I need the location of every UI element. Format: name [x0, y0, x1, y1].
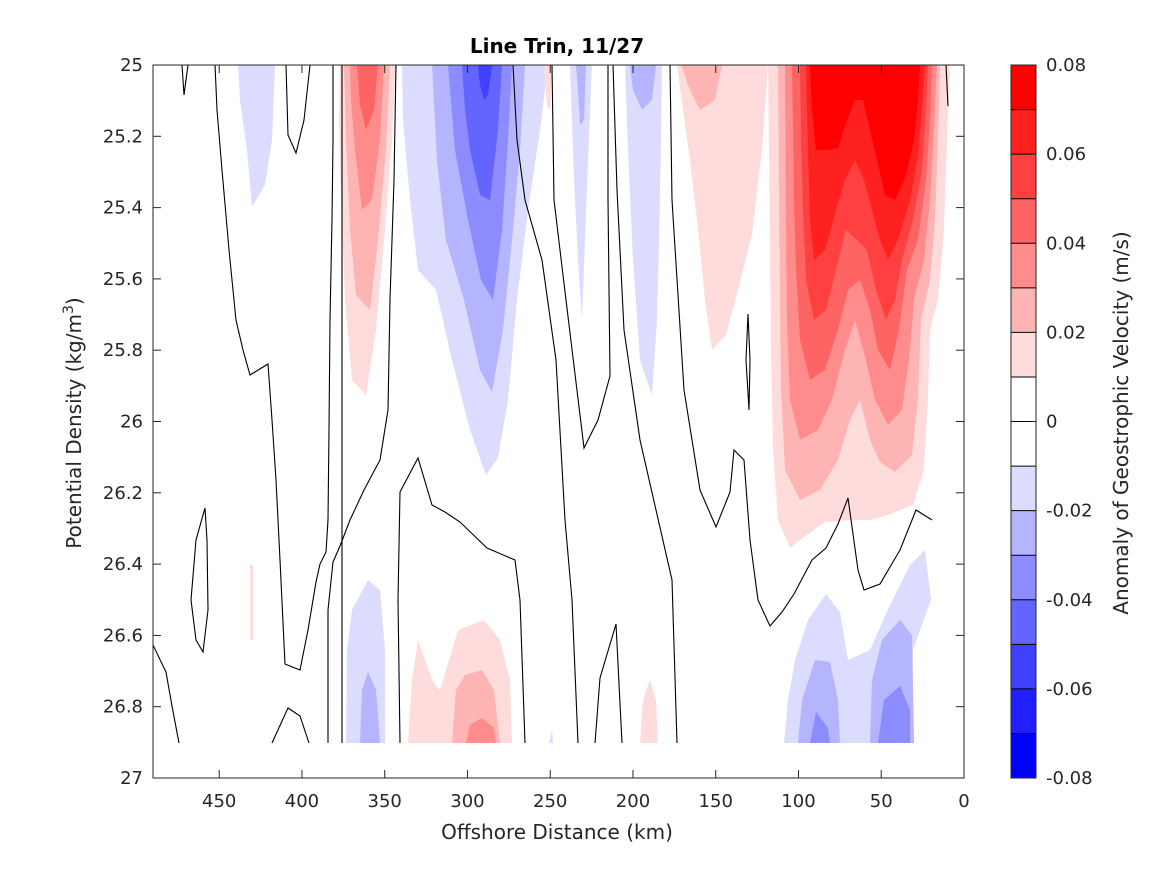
colorbar-tick-label: -0.04	[1046, 590, 1093, 611]
y-tick-label: 25.8	[103, 340, 143, 361]
colorbar-band	[1011, 421, 1036, 467]
contour-fill-neg-4b	[630, 65, 656, 110]
y-tick-label: 26.8	[103, 697, 143, 718]
y-tick-label: 25.4	[103, 198, 143, 219]
y-axis-label-text: Potential Density (kg/m	[62, 314, 86, 549]
colorbar	[1011, 65, 1036, 778]
y-tick-label: 26.6	[103, 625, 143, 646]
zero-contour-line-14	[669, 65, 933, 628]
contour-fill-pos-3b	[681, 65, 722, 110]
filled-contours	[238, 65, 950, 743]
zero-contour-line-13	[612, 65, 678, 744]
zero-contour-line-12	[551, 65, 611, 450]
contour-fill-neg-3a	[570, 65, 592, 320]
colorbar-band	[1011, 65, 1036, 110]
contour-fill-neg-1	[238, 65, 275, 207]
chart-title: Line Trin, 11/27	[470, 34, 644, 58]
zero-contour-line-10	[512, 65, 579, 744]
zero-contour-line-4	[190, 507, 209, 654]
contour-fill-neg-7c	[810, 686, 910, 743]
x-tick-label: 400	[285, 791, 319, 812]
x-tick-label: 150	[699, 791, 733, 812]
y-tick-label: 26.4	[103, 554, 143, 575]
contour-fill-neg-4a	[625, 65, 662, 395]
x-tick-label: 350	[368, 791, 402, 812]
contour-fill-pos-1c	[350, 65, 384, 210]
x-tick-label: 450	[202, 791, 236, 812]
y-tick-label: 25.2	[103, 126, 143, 147]
colorbar-band	[1011, 510, 1036, 556]
zero-contour-line-15	[745, 313, 751, 411]
zero-contour-lines	[153, 65, 949, 744]
contour-fill-neg-2d	[462, 65, 502, 200]
x-tick-label: 0	[958, 791, 969, 812]
colorbar-band	[1011, 555, 1036, 600]
y-tick-label: 26	[120, 412, 143, 433]
colorbar-ticks: 0.08 0.06 0.04 0.02 0 -0.02 -0.04 -0.06 -0.08	[1031, 55, 1093, 789]
colorbar-band	[1011, 599, 1036, 645]
colorbar-band	[1011, 198, 1036, 244]
y-tick-label: 26.2	[103, 483, 143, 504]
y-tick-label: 27	[120, 768, 143, 789]
colorbar-label: Anomaly of Geostrophic Velocity (m/s)	[1109, 231, 1133, 614]
x-tick-label: 100	[781, 791, 815, 812]
contour-fill-neg-3b	[576, 65, 586, 125]
colorbar-tick-label: -0.02	[1046, 501, 1093, 522]
x-tick-label: 250	[533, 791, 567, 812]
zero-contour-line-3	[271, 707, 310, 744]
y-axis-label: Potential Density (kg/m3)	[61, 297, 86, 548]
y-axis-label-close: )	[62, 297, 86, 305]
colorbar-band	[1011, 332, 1036, 377]
x-tick-label: 300	[450, 791, 484, 812]
colorbar-tick-label: 0.02	[1046, 322, 1086, 343]
colorbar-tick-label: 0.04	[1046, 233, 1086, 254]
x-axis: 450 400 350 300 250 200 150 100 50 0	[202, 65, 970, 812]
y-tick-label: 25	[120, 55, 143, 76]
contour-fill-pos-6c	[466, 718, 496, 743]
contour-fill-pos-3a	[677, 65, 768, 350]
contour-fill-pos-4g	[810, 65, 920, 200]
x-tick-label: 50	[870, 791, 893, 812]
contour-fill-neg-2e	[478, 65, 492, 100]
colorbar-tick-label: 0	[1046, 412, 1057, 433]
colorbar-band	[1011, 733, 1036, 778]
colorbar-band	[1011, 154, 1036, 199]
y-axis: 25 25.2 25.4 25.6 25.8 26 26.2 26.4 26.6 26.8 27	[103, 55, 964, 789]
contour-fill-neg-5b	[360, 672, 380, 743]
colorbar-band	[1011, 688, 1036, 734]
zero-contour-line-2	[214, 65, 334, 671]
contour-fill-pos-2	[544, 65, 552, 110]
contour-fill-pos-1d	[357, 65, 378, 130]
zero-contour-line-7	[327, 65, 397, 743]
y-axis-label-superscript: 3	[61, 305, 77, 314]
colorbar-band	[1011, 109, 1036, 155]
colorbar-band	[1011, 644, 1036, 689]
colorbar-tick-label: -0.06	[1046, 679, 1093, 700]
zero-contour-line-16	[945, 65, 949, 107]
colorbar-band	[1011, 376, 1036, 422]
zero-contour-line-1	[153, 644, 180, 744]
x-axis-label: Offshore Distance (km)	[441, 820, 673, 844]
zero-contour-line-6	[285, 65, 311, 155]
y-tick-label: 25.6	[103, 269, 143, 290]
x-tick-label: 200	[616, 791, 650, 812]
colorbar-tick-label: 0.06	[1046, 144, 1086, 165]
colorbar-band	[1011, 243, 1036, 288]
zero-contour-line-11	[594, 623, 623, 744]
colorbar-tick-label: -0.08	[1046, 768, 1093, 789]
contour-fill-pos-5	[250, 565, 253, 640]
contour-fill-neg-6	[549, 730, 553, 743]
zero-contour-line-5	[181, 65, 189, 96]
colorbar-band	[1011, 466, 1036, 511]
colorbar-band	[1011, 287, 1036, 333]
colorbar-tick-label: 0.08	[1046, 55, 1086, 76]
contour-fill-pos-7	[640, 680, 658, 743]
zero-contour-line-9	[397, 456, 526, 744]
